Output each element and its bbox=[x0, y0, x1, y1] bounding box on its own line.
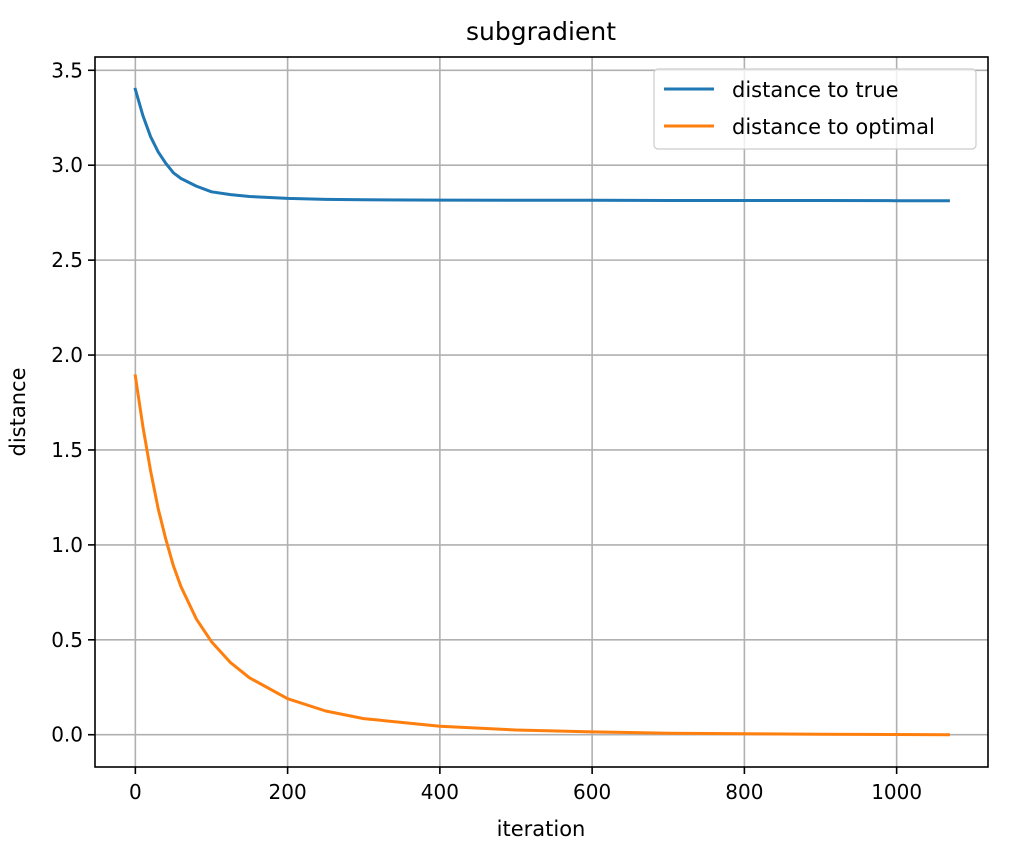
y-tick-label: 2.5 bbox=[51, 248, 83, 272]
series-line-distance-to-optimal bbox=[133, 374, 950, 737]
legend: distance to true distance to optimal bbox=[653, 68, 977, 150]
x-tick-label: 0 bbox=[129, 780, 142, 804]
y-tick-label: 3.5 bbox=[51, 58, 83, 82]
y-axis-ticks: 0.0 0.5 1.0 1.5 2.0 2.5 3.0 3.5 bbox=[51, 58, 95, 747]
legend-box bbox=[653, 68, 977, 150]
y-tick-label: 0.0 bbox=[51, 723, 83, 747]
x-axis-label: iteration bbox=[497, 817, 586, 841]
y-tick-label: 1.0 bbox=[51, 533, 83, 557]
y-tick-label: 3.0 bbox=[51, 153, 83, 177]
y-axis-label: distance bbox=[6, 368, 30, 457]
x-tick-label: 800 bbox=[725, 780, 763, 804]
legend-label-distance-to-optimal: distance to optimal bbox=[732, 115, 935, 139]
x-axis-ticks: 0 200 400 600 800 1000 bbox=[129, 767, 922, 804]
chart-title: subgradient bbox=[466, 17, 616, 46]
series-line-distance-to-true bbox=[133, 87, 950, 203]
plot-frame bbox=[94, 56, 989, 768]
y-tick-label: 2.0 bbox=[51, 343, 83, 367]
series-lines bbox=[133, 87, 950, 737]
y-tick-label: 1.5 bbox=[51, 438, 83, 462]
y-tick-label: 0.5 bbox=[51, 628, 83, 652]
legend-label-distance-to-true: distance to true bbox=[732, 78, 899, 102]
x-tick-label: 600 bbox=[573, 780, 611, 804]
x-tick-label: 1000 bbox=[871, 780, 922, 804]
x-tick-label: 400 bbox=[421, 780, 459, 804]
x-tick-label: 200 bbox=[269, 780, 307, 804]
